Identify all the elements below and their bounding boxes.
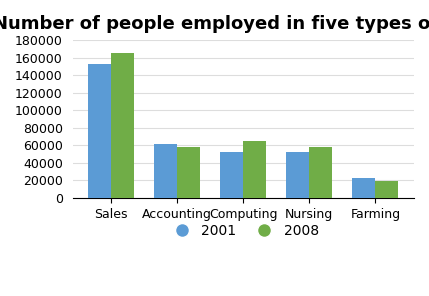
Bar — [111, 53, 134, 198]
Bar — [375, 181, 399, 198]
Bar — [243, 141, 266, 198]
Title: Number of people employed in five types of work: Number of people employed in five types … — [0, 15, 429, 33]
Bar — [88, 64, 111, 198]
Bar — [154, 144, 177, 198]
Legend: 2001, 2008: 2001, 2008 — [162, 218, 324, 243]
Bar — [286, 152, 309, 198]
Bar — [177, 147, 200, 198]
Bar — [220, 152, 243, 198]
Bar — [309, 147, 332, 198]
Bar — [352, 178, 375, 198]
